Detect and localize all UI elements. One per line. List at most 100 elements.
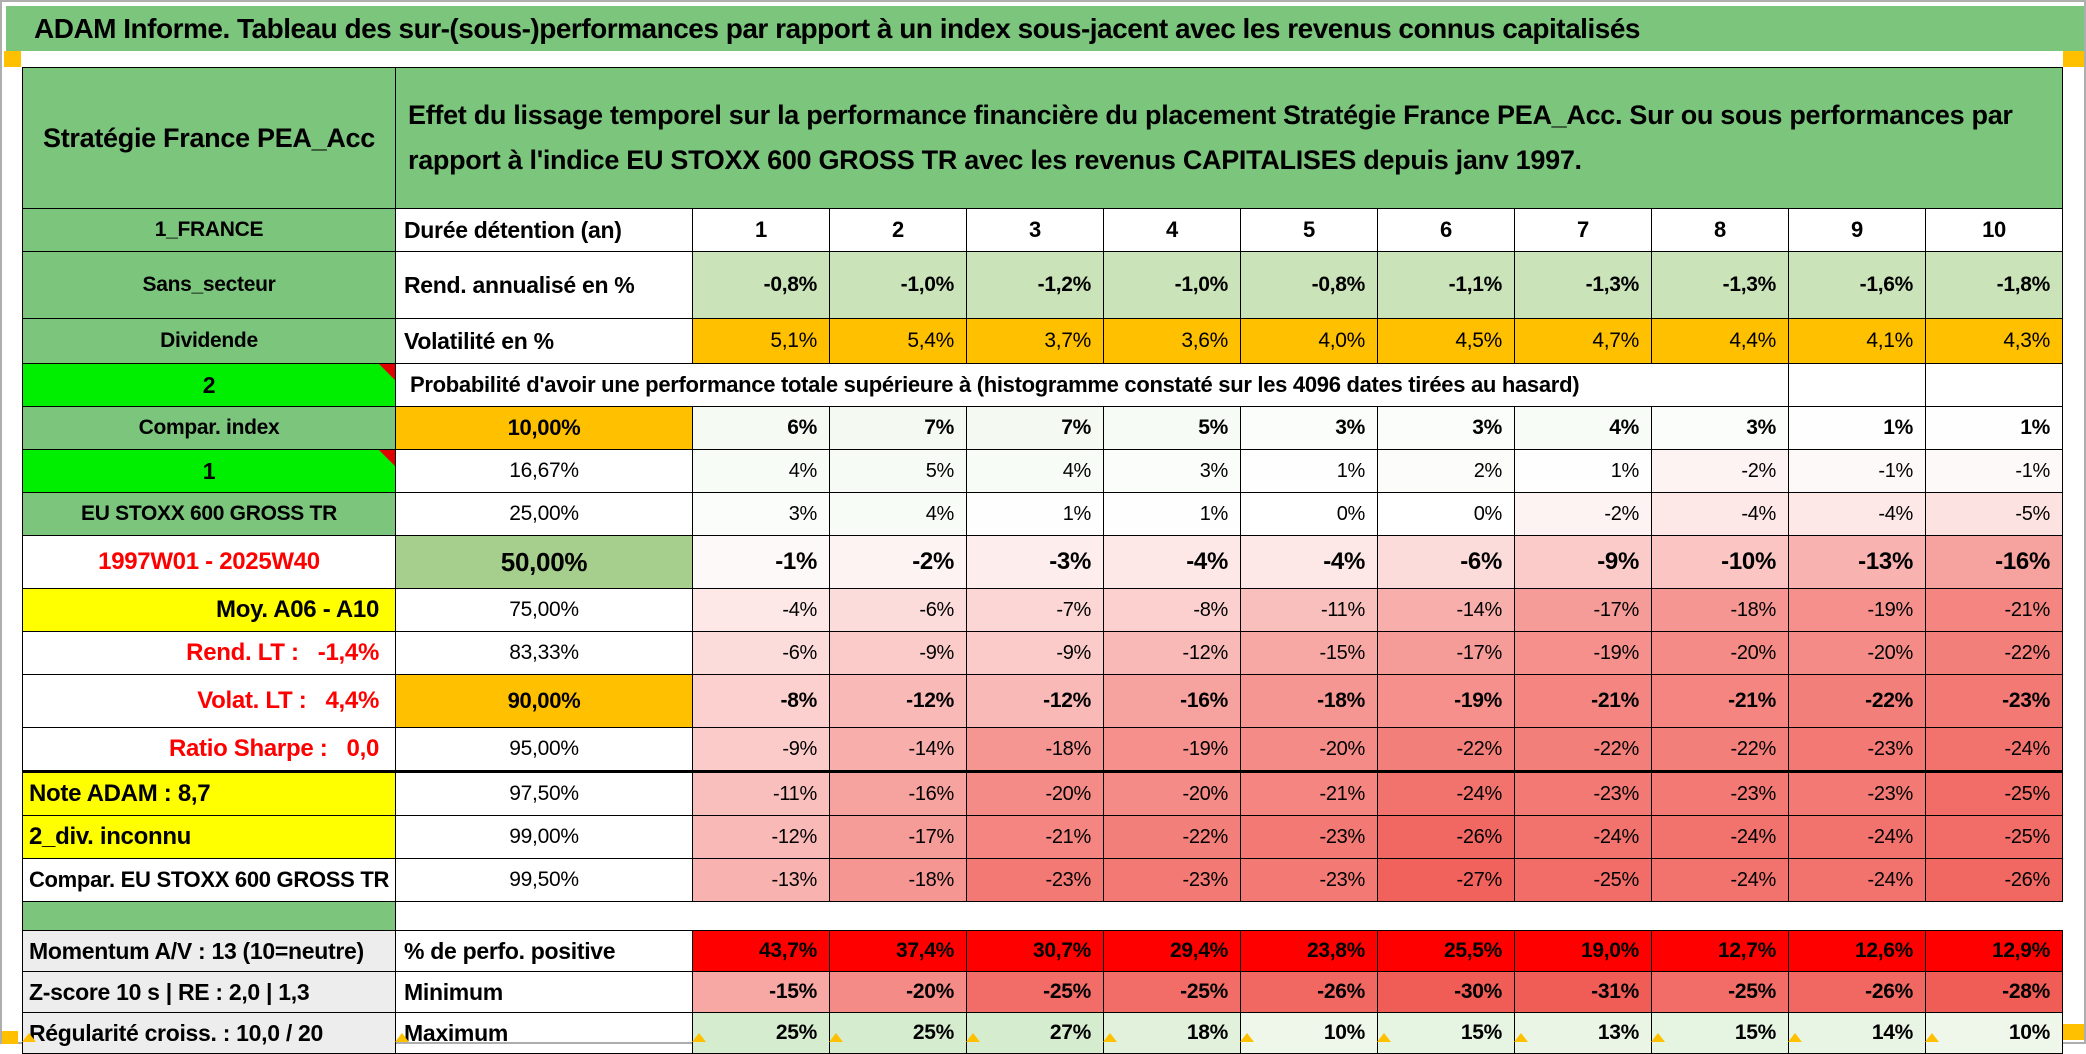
description-cell[interactable]: Effet du lissage temporel sur la perform… <box>395 67 2063 209</box>
data-cell[interactable]: -23% <box>1240 858 1378 902</box>
label-cell[interactable]: Rend. annualisé en % <box>395 251 693 319</box>
data-cell[interactable]: -7% <box>966 588 1104 632</box>
data-cell[interactable]: -14% <box>1377 588 1515 632</box>
data-cell[interactable]: 5,1% <box>692 318 830 364</box>
label-cell[interactable]: 83,33% <box>395 631 693 675</box>
data-cell[interactable]: 4,1% <box>1788 318 1926 364</box>
data-cell[interactable]: -1,2% <box>966 251 1104 319</box>
data-cell[interactable]: -2% <box>1651 449 1789 493</box>
data-cell[interactable]: -4% <box>1240 535 1378 589</box>
data-cell[interactable]: 18% <box>1103 1012 1241 1054</box>
data-cell[interactable]: 43,7% <box>692 930 830 972</box>
data-cell[interactable]: 10% <box>1925 1012 2063 1054</box>
data-cell[interactable]: -4% <box>692 588 830 632</box>
data-cell[interactable]: -24% <box>1925 727 2063 773</box>
data-cell[interactable]: 23,8% <box>1240 930 1378 972</box>
data-cell[interactable]: 4,5% <box>1377 318 1515 364</box>
data-cell[interactable]: 13% <box>1514 1012 1652 1054</box>
data-cell[interactable]: -6% <box>692 631 830 675</box>
data-cell[interactable]: -17% <box>829 815 967 859</box>
label-cell[interactable] <box>396 902 2063 931</box>
data-cell[interactable]: 6 <box>1377 208 1515 252</box>
data-cell[interactable]: -31% <box>1514 971 1652 1013</box>
row-header-cell[interactable]: 2 <box>22 363 396 407</box>
data-cell[interactable]: 5% <box>829 449 967 493</box>
data-cell[interactable]: -9% <box>829 631 967 675</box>
data-cell[interactable]: -0,8% <box>692 251 830 319</box>
data-cell[interactable]: -22% <box>1103 815 1241 859</box>
data-cell[interactable]: 12,7% <box>1651 930 1789 972</box>
label-cell[interactable]: Maximum <box>395 1012 693 1054</box>
data-cell[interactable]: -12% <box>829 674 967 728</box>
data-cell[interactable] <box>1788 363 1926 407</box>
data-cell[interactable]: -3% <box>966 535 1104 589</box>
data-cell[interactable]: 1% <box>966 492 1104 536</box>
data-cell[interactable]: -16% <box>829 771 967 816</box>
row-header-cell[interactable]: 2_div. inconnu <box>22 815 396 859</box>
label-cell[interactable]: 25,00% <box>395 492 693 536</box>
label-cell[interactable]: % de perfo. positive <box>395 930 693 972</box>
data-cell[interactable]: -23% <box>966 858 1104 902</box>
data-cell[interactable]: -1,0% <box>829 251 967 319</box>
row-header-cell[interactable]: Rend. LT : -1,4% <box>22 631 396 675</box>
data-cell[interactable]: -25% <box>1925 815 2063 859</box>
data-cell[interactable]: -1,1% <box>1377 251 1515 319</box>
data-cell[interactable]: 1% <box>1240 449 1378 493</box>
label-cell[interactable]: 99,50% <box>395 858 693 902</box>
data-cell[interactable]: -26% <box>1788 971 1926 1013</box>
data-cell[interactable]: -12% <box>966 674 1104 728</box>
data-cell[interactable]: -23% <box>1651 771 1789 816</box>
data-cell[interactable]: 1% <box>1103 492 1241 536</box>
data-cell[interactable]: -16% <box>1103 674 1241 728</box>
data-cell[interactable]: -19% <box>1103 727 1241 773</box>
data-cell[interactable]: -20% <box>1103 771 1241 816</box>
data-cell[interactable]: 3% <box>1377 406 1515 450</box>
data-cell[interactable]: 5 <box>1240 208 1378 252</box>
data-cell[interactable]: 30,7% <box>966 930 1104 972</box>
data-cell[interactable]: 27% <box>966 1012 1104 1054</box>
data-cell[interactable]: -5% <box>1925 492 2063 536</box>
data-cell[interactable]: -22% <box>1925 631 2063 675</box>
data-cell[interactable]: -1% <box>692 535 830 589</box>
data-cell[interactable]: 3% <box>1651 406 1789 450</box>
row-header-cell[interactable]: 1_FRANCE <box>22 208 396 252</box>
data-cell[interactable]: -21% <box>1925 588 2063 632</box>
data-cell[interactable]: 1% <box>1514 449 1652 493</box>
strategy-name-cell[interactable]: Stratégie France PEA_Acc <box>22 67 396 209</box>
data-cell[interactable]: -18% <box>1651 588 1789 632</box>
row-header-cell[interactable]: Compar. index <box>22 406 396 450</box>
data-cell[interactable]: -13% <box>1788 535 1926 589</box>
data-cell[interactable]: -9% <box>1514 535 1652 589</box>
data-cell[interactable]: 12,9% <box>1925 930 2063 972</box>
data-cell[interactable]: -1% <box>1788 449 1926 493</box>
label-cell[interactable]: Minimum <box>395 971 693 1013</box>
data-cell[interactable]: -0,8% <box>1240 251 1378 319</box>
row-header-cell[interactable]: Régularité croiss. : 10,0 / 20 <box>22 1012 396 1054</box>
data-cell[interactable]: -26% <box>1377 815 1515 859</box>
data-cell[interactable]: -19% <box>1377 674 1515 728</box>
data-cell[interactable]: -26% <box>1240 971 1378 1013</box>
label-cell[interactable]: 97,50% <box>395 771 693 816</box>
data-cell[interactable]: 2% <box>1377 449 1515 493</box>
data-cell[interactable]: -8% <box>1103 588 1241 632</box>
row-header-cell[interactable]: 1 <box>22 449 396 493</box>
row-header-cell[interactable]: Sans_secteur <box>22 251 396 319</box>
data-cell[interactable]: 4 <box>1103 208 1241 252</box>
row-header-cell[interactable]: 1997W01 - 2025W40 <box>22 535 396 589</box>
label-cell[interactable]: Volatilité en % <box>395 318 693 364</box>
data-cell[interactable]: -25% <box>1651 971 1789 1013</box>
data-cell[interactable]: 25% <box>829 1012 967 1054</box>
data-cell[interactable]: -15% <box>1240 631 1378 675</box>
label-cell[interactable]: 99,00% <box>395 815 693 859</box>
data-cell[interactable]: -22% <box>1788 674 1926 728</box>
data-cell[interactable]: -24% <box>1651 815 1789 859</box>
data-cell[interactable]: -28% <box>1925 971 2063 1013</box>
data-cell[interactable]: -19% <box>1514 631 1652 675</box>
data-cell[interactable]: 1 <box>692 208 830 252</box>
data-cell[interactable]: -22% <box>1377 727 1515 773</box>
data-cell[interactable]: -8% <box>692 674 830 728</box>
data-cell[interactable]: -23% <box>1514 771 1652 816</box>
data-cell[interactable]: 4,3% <box>1925 318 2063 364</box>
data-cell[interactable]: 4,7% <box>1514 318 1652 364</box>
data-cell[interactable]: -22% <box>1514 727 1652 773</box>
